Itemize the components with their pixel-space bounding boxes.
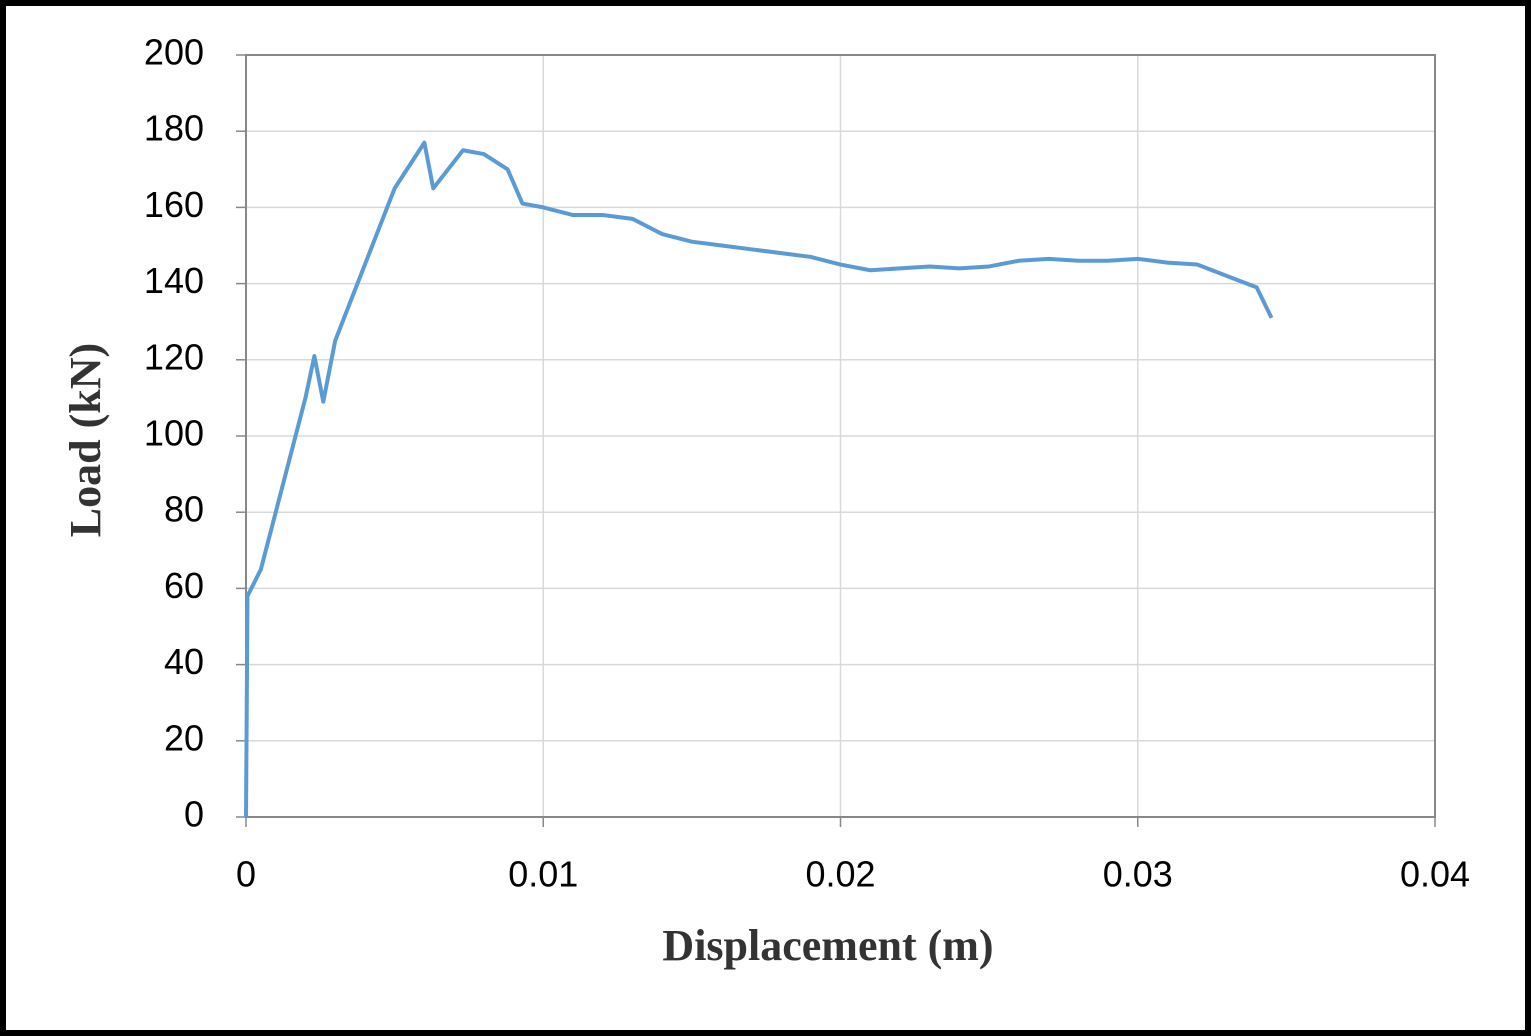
y-tick-label: 160 <box>144 184 204 225</box>
y-tick-label: 200 <box>144 32 204 73</box>
y-tick-label: 20 <box>164 717 204 758</box>
y-tick-label: 40 <box>164 641 204 682</box>
y-axis-title: Load (kN) <box>61 343 110 537</box>
y-tick-label: 0 <box>184 794 204 835</box>
y-tick-label: 120 <box>144 336 204 377</box>
plot-border <box>245 54 1436 818</box>
y-tick-label: 140 <box>144 260 204 301</box>
y-tick-label: 100 <box>144 413 204 454</box>
y-tick-label: 180 <box>144 108 204 149</box>
x-tick-label: 0.02 <box>805 854 875 895</box>
x-tick-label: 0.04 <box>1400 854 1470 895</box>
x-axis-title: Displacement (m) <box>662 921 993 970</box>
x-tick-label: 0.03 <box>1103 854 1173 895</box>
x-tick-label: 0.01 <box>508 854 578 895</box>
x-tick-label: 0 <box>236 854 256 895</box>
y-tick-label: 60 <box>164 565 204 606</box>
y-tick-label: 80 <box>164 489 204 530</box>
data-line <box>244 140 1274 818</box>
